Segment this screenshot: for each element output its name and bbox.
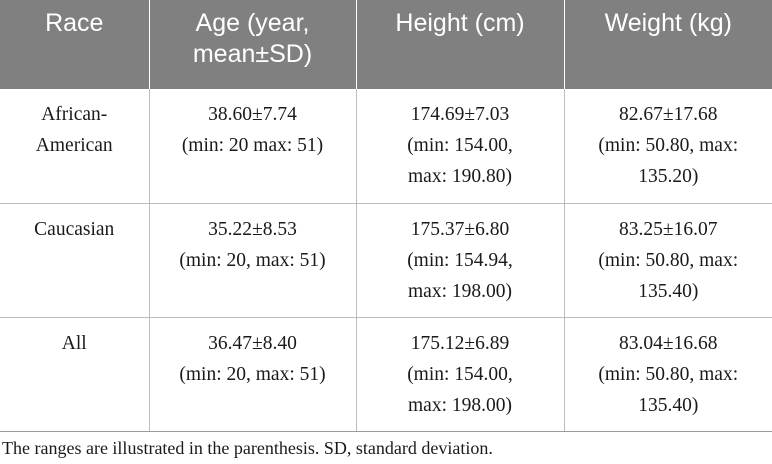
header-age-line-1: Age (year, bbox=[195, 9, 310, 37]
height-cell: 175.12±6.89 (min: 154.00, max: 198.00) bbox=[356, 317, 565, 432]
weight-range-1: (min: 50.80, max: bbox=[598, 249, 739, 271]
header-race: Race bbox=[0, 0, 150, 89]
weight-cell: 83.25±16.07 (min: 50.80, max: 135.40) bbox=[564, 203, 772, 318]
weight-range-1: (min: 50.80, max: bbox=[598, 363, 739, 385]
race-line: All bbox=[61, 332, 87, 354]
weight-value: 83.25±16.07 bbox=[619, 218, 718, 240]
race-cell: All bbox=[0, 317, 150, 432]
table-header: Race Age (year, mean±SD) Height (cm) Wei… bbox=[0, 0, 772, 89]
race-cell: African- American bbox=[0, 89, 150, 204]
age-cell: 38.60±7.74 (min: 20 max: 51) bbox=[149, 89, 357, 204]
table-row: All 36.47±8.40 (min: 20, max: 51) 175.12… bbox=[0, 317, 772, 432]
table-body: African- American 38.60±7.74 (min: 20 ma… bbox=[0, 89, 772, 432]
weight-range-2: 135.40) bbox=[638, 280, 699, 302]
header-race-line: Race bbox=[45, 9, 104, 37]
demographics-table: Race Age (year, mean±SD) Height (cm) Wei… bbox=[0, 0, 772, 432]
age-range: (min: 20, max: 51) bbox=[179, 249, 326, 271]
header-age-line-2: mean±SD) bbox=[192, 40, 313, 68]
header-height: Height (cm) bbox=[356, 0, 565, 89]
race-cell: Caucasian bbox=[0, 203, 150, 318]
height-value: 175.12±6.89 bbox=[410, 332, 510, 354]
height-range-1: (min: 154.94, bbox=[407, 249, 513, 271]
height-cell: 175.37±6.80 (min: 154.94, max: 198.00) bbox=[356, 203, 565, 318]
race-line: American bbox=[35, 135, 113, 156]
height-cell: 174.69±7.03 (min: 154.00, max: 190.80) bbox=[356, 89, 565, 204]
table-footnote: The ranges are illustrated in the parent… bbox=[2, 438, 493, 458]
header-weight: Weight (kg) bbox=[564, 0, 772, 89]
header-age: Age (year, mean±SD) bbox=[149, 0, 357, 89]
age-value: 36.47±8.40 bbox=[208, 332, 297, 354]
age-range: (min: 20 max: 51) bbox=[181, 135, 324, 156]
age-range: (min: 20, max: 51) bbox=[179, 363, 326, 385]
data-table-container: Race Age (year, mean±SD) Height (cm) Wei… bbox=[0, 0, 772, 432]
weight-value: 82.67±17.68 bbox=[619, 104, 718, 125]
weight-cell: 83.04±16.68 (min: 50.80, max: 135.40) bbox=[564, 317, 772, 432]
weight-value: 83.04±16.68 bbox=[619, 332, 718, 354]
height-range-1: (min: 154.00, bbox=[407, 363, 513, 385]
header-row: Race Age (year, mean±SD) Height (cm) Wei… bbox=[0, 0, 772, 89]
weight-cell: 82.67±17.68 (min: 50.80, max: 135.20) bbox=[564, 89, 772, 204]
weight-range-1: (min: 50.80, max: bbox=[598, 135, 739, 156]
header-weight-line: Weight (kg) bbox=[604, 9, 732, 37]
height-range-2: max: 190.80) bbox=[408, 166, 512, 187]
age-cell: 36.47±8.40 (min: 20, max: 51) bbox=[149, 317, 357, 432]
age-value: 38.60±7.74 bbox=[208, 104, 297, 125]
height-value: 175.37±6.80 bbox=[410, 218, 510, 240]
race-line: African- bbox=[41, 104, 108, 125]
header-height-line: Height (cm) bbox=[395, 9, 525, 37]
age-value: 35.22±8.53 bbox=[208, 218, 297, 240]
table-row: Caucasian 35.22±8.53 (min: 20, max: 51) … bbox=[0, 203, 772, 318]
height-range-1: (min: 154.00, bbox=[407, 135, 513, 156]
weight-range-2: 135.40) bbox=[638, 394, 699, 416]
race-line: Caucasian bbox=[34, 218, 115, 240]
height-value: 174.69±7.03 bbox=[410, 104, 510, 125]
age-cell: 35.22±8.53 (min: 20, max: 51) bbox=[149, 203, 357, 318]
height-range-2: max: 198.00) bbox=[408, 394, 512, 416]
weight-range-2: 135.20) bbox=[638, 166, 699, 187]
table-row: African- American 38.60±7.74 (min: 20 ma… bbox=[0, 89, 772, 204]
height-range-2: max: 198.00) bbox=[408, 280, 512, 302]
